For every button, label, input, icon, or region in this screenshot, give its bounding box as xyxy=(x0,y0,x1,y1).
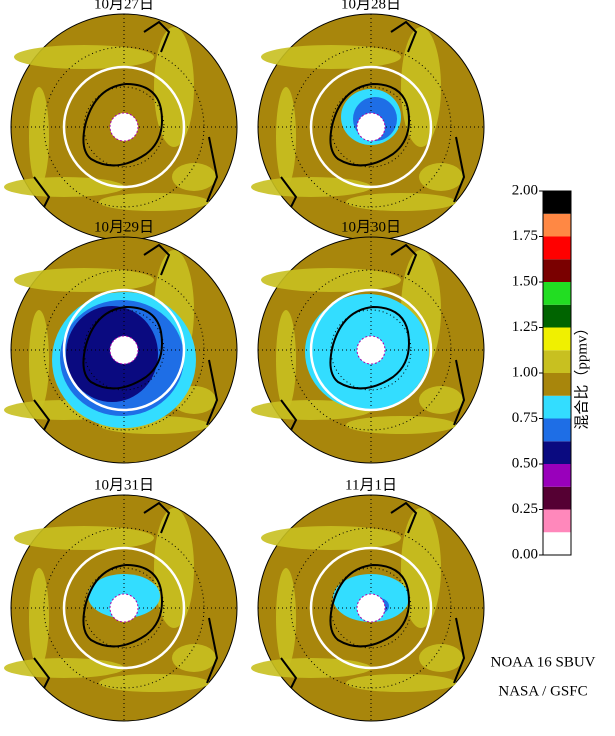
mixing-ratio-patch xyxy=(14,268,154,292)
colorbar-tick-label: 1.00 xyxy=(512,364,538,380)
colorbar-bin xyxy=(543,396,571,419)
colorbar-bin xyxy=(543,487,571,510)
figure: 混合比（ppmv） NOAA 16 SBUV NASA / GSFC 10月27… xyxy=(0,0,615,736)
mixing-ratio-patch xyxy=(99,674,209,692)
colorbar-bin xyxy=(543,237,571,260)
mixing-ratio-patch xyxy=(251,658,371,678)
polar-map xyxy=(251,237,484,463)
mixing-ratio-patch xyxy=(14,45,154,69)
colorbar-tick-label: 0.75 xyxy=(512,410,538,426)
colorbar-bin xyxy=(543,282,571,305)
mixing-ratio-patch xyxy=(276,568,296,668)
colorbar-bin xyxy=(543,350,571,373)
mixing-ratio-patch xyxy=(29,87,49,187)
colorbar-bin xyxy=(543,464,571,487)
colorbar-tick-label: 0.00 xyxy=(512,546,538,562)
mixing-ratio-patch xyxy=(251,177,371,197)
data-gap xyxy=(357,336,385,364)
mixing-ratio-patch xyxy=(346,416,456,434)
colorbar-bin xyxy=(543,373,571,396)
mixing-ratio-patch xyxy=(29,568,49,668)
credit: NASA / GSFC xyxy=(498,683,587,699)
mixing-ratio-patch xyxy=(154,27,194,147)
colorbar-bin xyxy=(543,419,571,442)
mixing-ratio-patch xyxy=(4,658,124,678)
colorbar-label: 混合比（ppmv） xyxy=(573,320,590,429)
polar-map xyxy=(4,14,237,240)
colorbar-bin xyxy=(543,532,571,555)
mixing-ratio-patch xyxy=(419,386,463,414)
colorbar-bin xyxy=(543,305,571,328)
colorbar-bin xyxy=(543,259,571,282)
panel-title: 10月30日 xyxy=(341,219,401,235)
colorbar-bin xyxy=(543,328,571,351)
mixing-ratio-patch xyxy=(172,644,216,672)
credit: NOAA 16 SBUV xyxy=(490,654,595,670)
mixing-ratio-patch xyxy=(261,268,401,292)
mixing-ratio-patch xyxy=(346,674,456,692)
mixing-ratio-patch xyxy=(401,27,441,147)
mixing-ratio-patch xyxy=(401,508,441,628)
panel-title: 11月1日 xyxy=(345,477,397,493)
panel-title: 10月29日 xyxy=(94,219,154,235)
panel-title: 10月31日 xyxy=(94,477,154,493)
panel-title: 10月28日 xyxy=(341,0,401,12)
mixing-ratio-patch xyxy=(261,45,401,69)
colorbar-bin xyxy=(543,441,571,464)
mixing-ratio-patch xyxy=(14,526,154,550)
polar-map xyxy=(4,495,237,721)
mixing-ratio-patch xyxy=(419,644,463,672)
mixing-ratio-patch xyxy=(172,163,216,191)
data-gap xyxy=(110,113,138,141)
mixing-ratio-patch xyxy=(4,177,124,197)
mixing-ratio-patch xyxy=(154,508,194,628)
polar-map xyxy=(251,495,484,721)
polar-map xyxy=(4,237,237,463)
mixing-ratio-patch xyxy=(29,310,49,410)
panel-title: 10月27日 xyxy=(94,0,154,12)
mixing-ratio-patch xyxy=(261,526,401,550)
data-gap xyxy=(357,113,385,141)
mixing-ratio-patch xyxy=(276,87,296,187)
mixing-ratio-patch xyxy=(346,193,456,211)
colorbar-tick-label: 1.50 xyxy=(512,273,538,289)
colorbar-bin xyxy=(543,214,571,237)
colorbar-tick-label: 0.25 xyxy=(512,501,538,517)
colorbar-bin xyxy=(543,510,571,533)
colorbar-tick-label: 0.50 xyxy=(512,455,538,471)
colorbar-tick-label: 2.00 xyxy=(512,182,538,198)
data-gap xyxy=(110,594,138,622)
colorbar-tick-label: 1.75 xyxy=(512,228,538,244)
polar-map xyxy=(251,14,484,240)
data-gap xyxy=(357,594,385,622)
mixing-ratio-patch xyxy=(419,163,463,191)
mixing-ratio-patch xyxy=(276,310,296,410)
colorbar-tick-label: 1.25 xyxy=(512,319,538,335)
mixing-ratio-patch xyxy=(99,193,209,211)
data-gap xyxy=(110,336,138,364)
colorbar-bin xyxy=(543,191,571,214)
figure-canvas: 混合比（ppmv） NOAA 16 SBUV NASA / GSFC 10月27… xyxy=(0,0,615,736)
